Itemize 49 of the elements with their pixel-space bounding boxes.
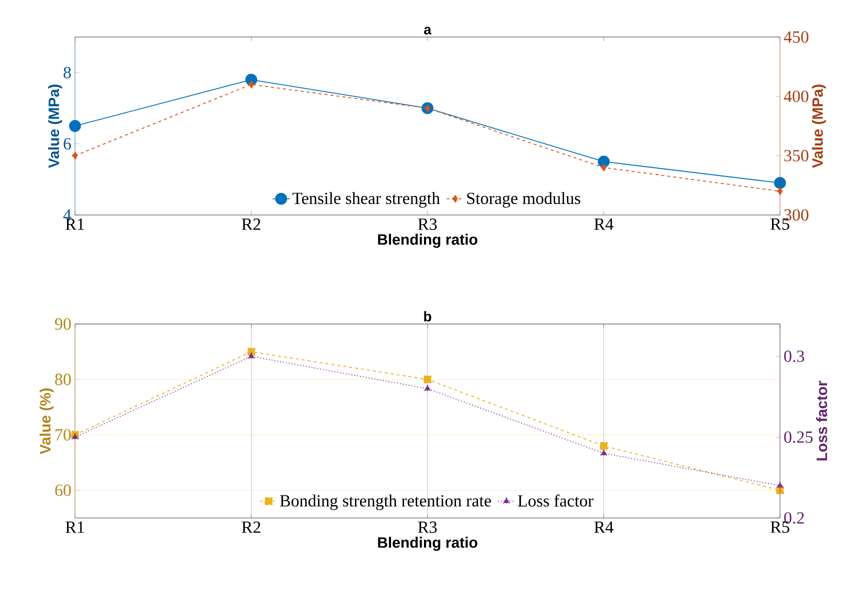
point [600, 164, 607, 172]
point [776, 482, 784, 488]
y-axis-title: Value (MPa) [48, 84, 62, 168]
point [248, 352, 255, 359]
y-tick-label: 60 [55, 484, 71, 496]
point [600, 442, 608, 450]
y-tick-label: 90 [55, 318, 71, 330]
legend-label: Bonding strength retention rate [280, 494, 491, 510]
x-axis-title: Blending ratio [378, 536, 478, 551]
y-tick-label: 70 [56, 429, 71, 441]
y2-tick-label: 450 [784, 31, 808, 43]
chart-title: b [424, 311, 432, 322]
y2-tick-label: 350 [784, 150, 808, 162]
point [424, 375, 432, 384]
x-axis-title: Blending ratio [378, 234, 478, 248]
y2-axis-title: Value (MPa) [812, 84, 826, 168]
y2-tick-label: 0.25 [784, 431, 813, 443]
x-tick-label: R5 [770, 522, 790, 533]
legend-label: Storage modulus [467, 192, 580, 208]
y-tick-label: 8 [64, 66, 71, 78]
x-tick-label: R3 [418, 218, 437, 230]
x-tick-label: R4 [594, 218, 614, 230]
point [69, 120, 81, 132]
x-tick-label: R1 [66, 522, 84, 533]
y-axis-title: Value (%) [40, 388, 54, 454]
y2-tick-label: 400 [784, 90, 808, 102]
legend-label: Tensile shear strength [292, 192, 440, 208]
legend-label: Loss factor [518, 494, 594, 507]
y2-tick-label: 0.3 [784, 350, 804, 362]
point [248, 80, 254, 88]
point [600, 449, 608, 456]
point [72, 152, 78, 160]
point [598, 156, 610, 168]
x-tick-label: R4 [594, 522, 614, 533]
x-tick-label: R1 [66, 218, 84, 230]
chart-title: a [424, 26, 432, 34]
y2-tick-label: 0.2 [784, 512, 804, 524]
x-tick-label: R5 [770, 218, 790, 230]
y2-tick-label: 300 [784, 209, 808, 221]
x-tick-label: R3 [418, 522, 437, 533]
y-tick-label: 6 [64, 138, 71, 150]
point [72, 433, 78, 440]
x-tick-label: R2 [242, 218, 260, 230]
y2-axis-title: Loss factor [816, 380, 828, 460]
point [776, 187, 784, 196]
y-tick-label: 4 [63, 209, 72, 221]
y-tick-label: 80 [55, 374, 71, 386]
x-tick-label: R2 [242, 522, 260, 533]
point [424, 384, 431, 391]
